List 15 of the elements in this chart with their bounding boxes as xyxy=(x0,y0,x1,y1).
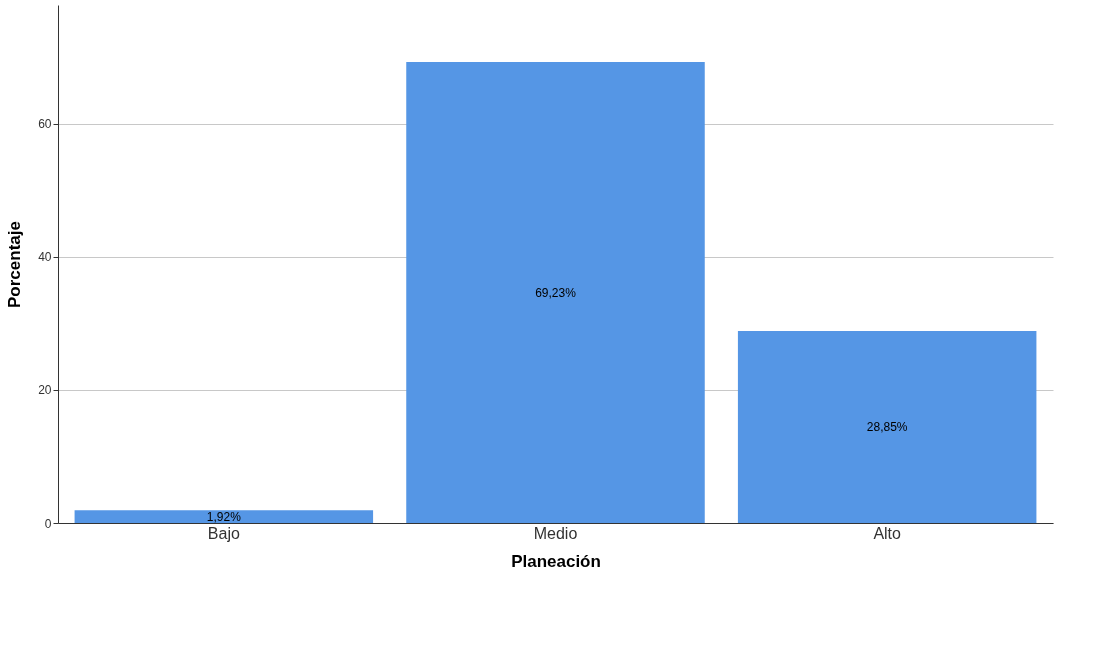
y-axis-title: Porcentaje xyxy=(5,221,25,308)
y-tick-label: 0 xyxy=(44,516,52,531)
y-tick-label: 20 xyxy=(38,383,52,398)
bar xyxy=(737,330,1037,523)
y-tick-label: 40 xyxy=(38,250,52,265)
data-label: 69,23% xyxy=(535,285,577,300)
bar xyxy=(406,62,705,523)
bar xyxy=(74,510,374,523)
x-tick-label: Medio xyxy=(533,524,578,542)
data-label: 1,92% xyxy=(206,509,242,524)
data-label: 28,85% xyxy=(866,419,908,434)
x-axis-title: Planeación xyxy=(511,551,601,571)
x-tick-label: Bajo xyxy=(207,524,240,542)
x-tick-label: Alto xyxy=(873,524,902,542)
y-tick-label: 60 xyxy=(38,117,52,132)
